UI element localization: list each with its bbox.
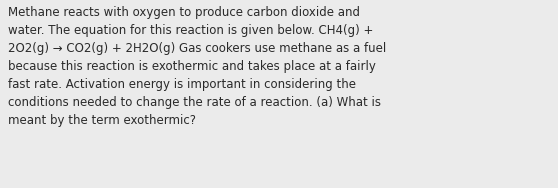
Text: Methane reacts with oxygen to produce carbon dioxide and
water. The equation for: Methane reacts with oxygen to produce ca…: [8, 6, 387, 127]
